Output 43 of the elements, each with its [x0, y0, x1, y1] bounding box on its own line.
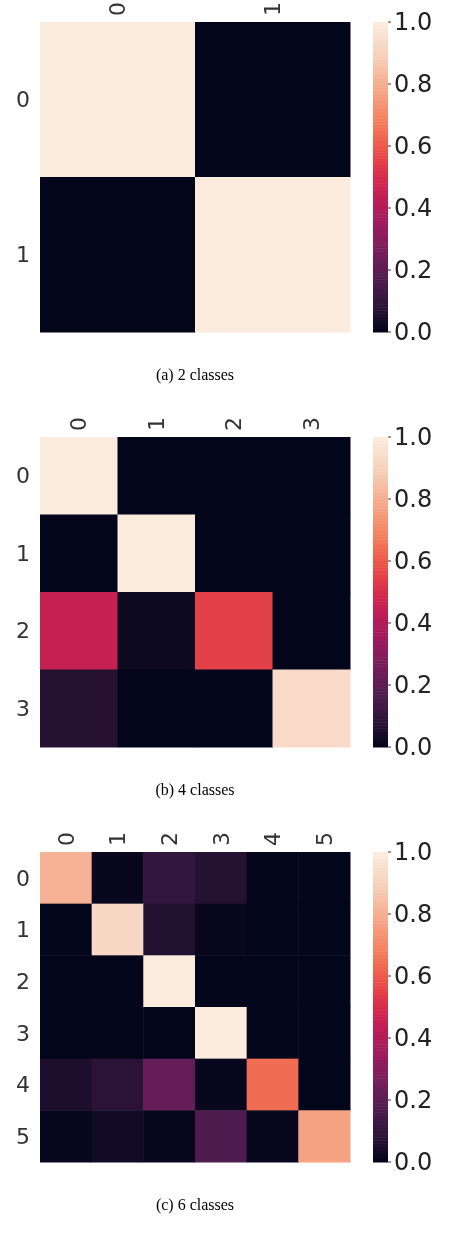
y-tick-label: 5 [16, 1123, 30, 1149]
color-bar-label: 0.8 [394, 485, 433, 514]
text: (c) 6 classes [155, 1196, 235, 1214]
text: (a) 2 classes [155, 366, 235, 384]
color-bar-label: 0.2 [394, 671, 433, 700]
y-tick-label: 4 [16, 1072, 30, 1098]
color-bar-label: 0.8 [394, 70, 433, 99]
x-tick-label: 2 [156, 832, 182, 846]
color-bar-label: 0.0 [394, 733, 433, 762]
color-bar-label: 0.6 [394, 962, 433, 991]
color-bar-label: 0.4 [394, 1024, 433, 1053]
x-tick-label: 3 [298, 417, 324, 431]
x-tick-label: 3 [208, 832, 234, 846]
color-bar-label: 0.4 [394, 609, 433, 638]
y-tick-label: 0 [16, 463, 30, 489]
color-bar-label: 0.0 [394, 1148, 433, 1177]
x-tick-label: 0 [66, 417, 92, 431]
color-bar-label: 0.6 [394, 132, 433, 161]
x-tick-label: 4 [260, 832, 286, 846]
y-tick-label: 2 [16, 968, 30, 994]
y-tick-label: 3 [16, 1020, 30, 1046]
y-tick-label: 3 [16, 695, 30, 721]
y-tick-label: 2 [16, 618, 30, 644]
text: (b) 4 classes [155, 781, 235, 799]
y-tick-label: 0 [16, 87, 30, 113]
y-tick-label: 0 [16, 865, 30, 891]
y-tick-label: 1 [16, 242, 30, 268]
color-bar-label: 0.0 [394, 318, 433, 347]
color-bar-label: 0.2 [394, 1086, 433, 1115]
y-tick-label: 1 [16, 917, 30, 943]
color-bar-label: 0.4 [394, 194, 433, 223]
x-tick-label: 0 [53, 832, 79, 846]
color-bar-label: 0.2 [394, 256, 433, 285]
y-tick-label: 1 [16, 540, 30, 566]
color-bar-label: 1.0 [394, 838, 433, 867]
color-bar-label: 0.8 [394, 900, 433, 929]
x-tick-label: 1 [143, 417, 169, 431]
color-bar-label: 0.6 [394, 547, 433, 576]
color-bar-label: 1.0 [394, 423, 433, 452]
color-bar-label: 1.0 [394, 8, 433, 37]
x-tick-label: 5 [311, 832, 337, 846]
x-tick-label: 2 [221, 417, 247, 431]
x-tick-label: 1 [105, 832, 131, 846]
